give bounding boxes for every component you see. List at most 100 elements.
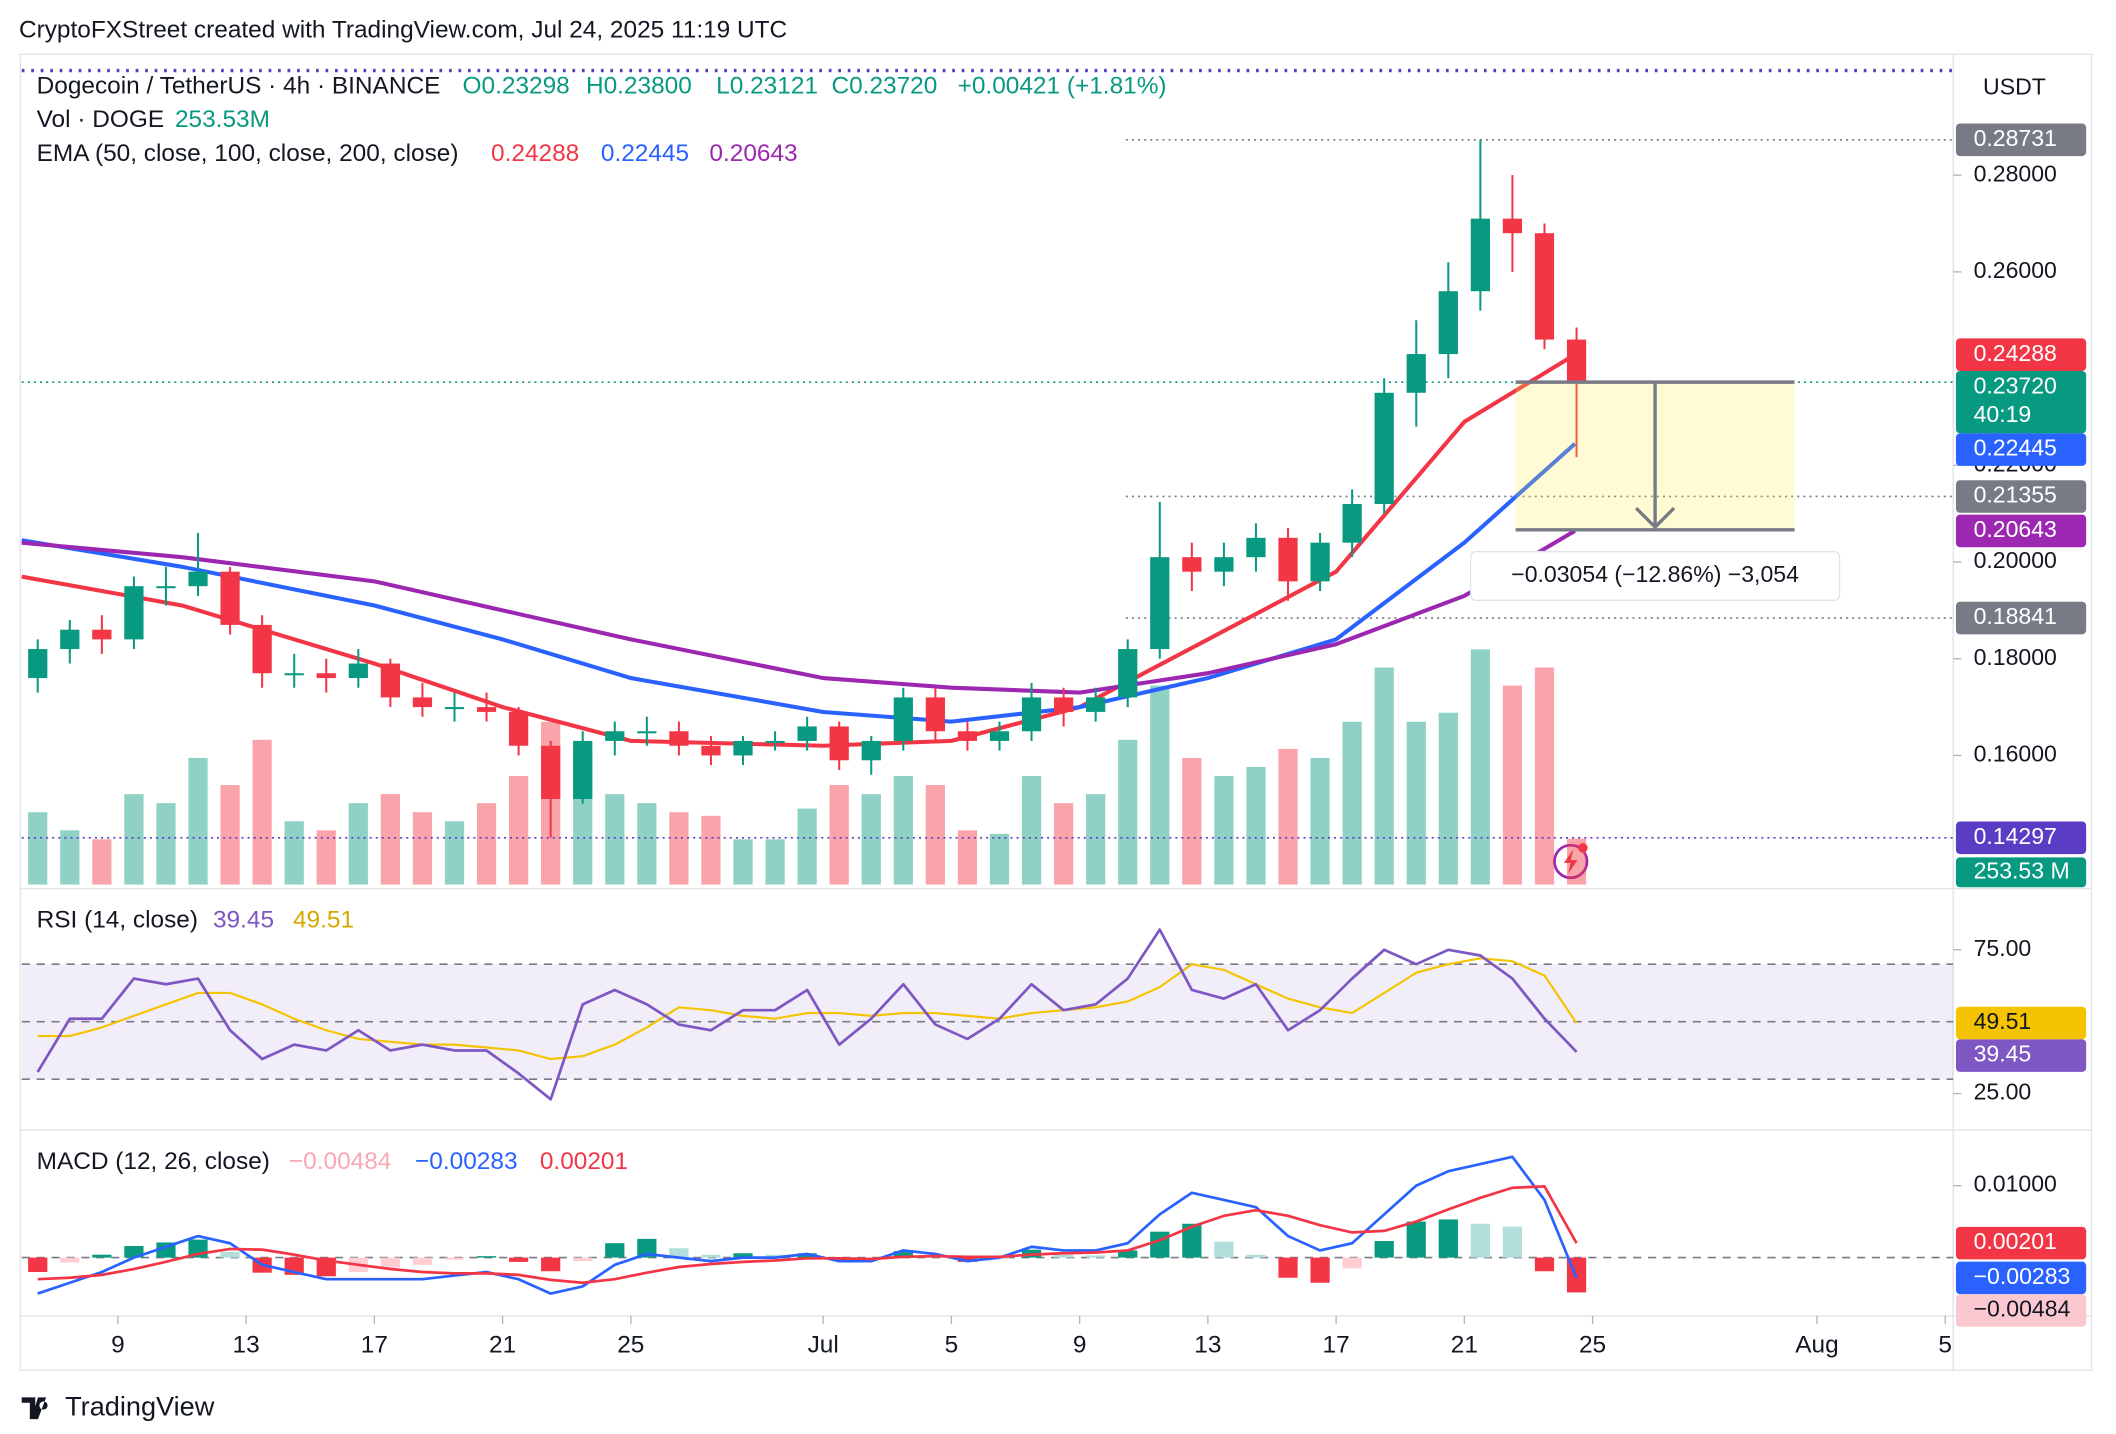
macd-histogram-bar [1534, 1257, 1555, 1272]
candle-body [1118, 649, 1138, 698]
candle-body [28, 649, 48, 679]
x-tick-label: 9 [111, 1331, 125, 1358]
candle-body [284, 673, 304, 676]
macd-histogram-bar [957, 1257, 978, 1262]
volume-bar [1214, 776, 1234, 885]
volume-bar [156, 803, 176, 885]
ema-value: 0.24288 [491, 140, 579, 167]
macd-histogram-bar [1374, 1241, 1394, 1258]
x-tick-label: 25 [1579, 1331, 1606, 1358]
x-tick-label: Jul [808, 1331, 839, 1358]
alert-bolt [1563, 849, 1578, 874]
candle-body [1182, 557, 1202, 572]
volume-bar [829, 785, 849, 885]
x-tick-label: 13 [233, 1331, 260, 1358]
ema-value: 0.20643 [709, 140, 797, 167]
volume-bar [797, 808, 817, 885]
volume-bar [380, 794, 400, 885]
volume-bar [1182, 757, 1202, 885]
volume-bar [1534, 667, 1555, 885]
macd-histogram-bar [573, 1257, 593, 1262]
candle-body [765, 740, 785, 743]
volume-bar [1342, 721, 1362, 885]
candle-body [925, 697, 945, 732]
macd-histogram-bar [1342, 1257, 1362, 1269]
x-tick-label: 21 [489, 1331, 516, 1358]
ema-value: 0.22445 [601, 140, 689, 167]
macd-histogram-bar [669, 1248, 689, 1258]
price-tag [1955, 821, 2087, 855]
volume-bar [124, 794, 144, 885]
measure-label: −0.03054 (−12.86%) −3,054 [1511, 561, 1799, 587]
volume-bar [316, 830, 336, 885]
volume-tag-label: 253.53 M [1974, 857, 2070, 883]
price-tag [1955, 601, 2087, 635]
volume-bar [412, 812, 433, 885]
candle-body [1150, 557, 1170, 650]
candle-body [1470, 218, 1490, 292]
candle-body [444, 707, 465, 710]
price-tag-label: −0.00283 [1974, 1263, 2071, 1289]
candle-body [797, 726, 817, 741]
logo-mark [21, 1397, 48, 1420]
frame [19, 53, 2093, 1371]
price-tag-label: 0.22445 [1974, 435, 2057, 461]
tv-logo [21, 1397, 48, 1420]
candle-body [989, 731, 1010, 741]
ema-line [21, 352, 1576, 748]
macd-line [37, 1155, 1578, 1295]
y-tick-label: 25.00 [1974, 1079, 2032, 1105]
rsi-value: 39.45 [213, 907, 274, 934]
candle-body [1246, 537, 1266, 558]
credit: CryptoFXStreet created with TradingView.… [19, 17, 787, 44]
volume-bar [1021, 776, 1042, 885]
candle-body [1053, 697, 1074, 712]
x-tick-label: 17 [361, 1331, 388, 1358]
candle-body [1502, 218, 1523, 234]
price-tag-label: 0.14297 [1974, 823, 2057, 849]
symbol: Dogecoin / TetherUS · 4h · BINANCE [37, 72, 441, 99]
candle-body [124, 586, 144, 640]
price-tag [1955, 1039, 2087, 1072]
volume-bar [1053, 803, 1074, 885]
volume-bar [188, 757, 208, 885]
macd-histogram-bar [508, 1257, 529, 1262]
macd-histogram-bar [1310, 1257, 1330, 1283]
volume-bar [1438, 712, 1458, 885]
rsi-value: 49.51 [293, 907, 354, 934]
volume-bar [1310, 757, 1330, 885]
candle-body [220, 571, 240, 625]
volume-bar [444, 821, 465, 885]
x-tick-label: 21 [1451, 1331, 1478, 1358]
ema-line [21, 442, 1577, 724]
volume-bar [1246, 766, 1266, 885]
volume-bar [1150, 685, 1170, 885]
volume-bar [957, 830, 978, 885]
price-tag [1955, 123, 2087, 157]
candle-body [669, 731, 689, 746]
candle-body [60, 629, 80, 650]
volume-bar [28, 812, 48, 885]
volume-bar [1566, 838, 1587, 885]
candle-body [733, 740, 753, 756]
volume-value: 253.53M [175, 106, 270, 133]
price-tag [1955, 1226, 2087, 1260]
price-tag [1955, 1261, 2087, 1295]
countdown: 40:19 [1974, 401, 2032, 427]
measure-arrow [1634, 382, 1676, 530]
macd-histogram-bar [541, 1257, 561, 1272]
macd-histogram-bar [1470, 1223, 1490, 1258]
candle-body [348, 663, 368, 679]
candle-body [829, 726, 849, 761]
macd-histogram-bar [1438, 1219, 1458, 1258]
macd-histogram-bar [1150, 1231, 1170, 1258]
candle-body [1278, 537, 1298, 582]
volume-bar [1406, 721, 1426, 885]
x-tick-label: 9 [1073, 1331, 1087, 1358]
change: +0.00421 (+1.81%) [958, 72, 1167, 99]
price-tag [1955, 338, 2087, 371]
candle-body [541, 745, 561, 799]
macd-title: MACD (12, 26, close) [37, 1148, 270, 1175]
